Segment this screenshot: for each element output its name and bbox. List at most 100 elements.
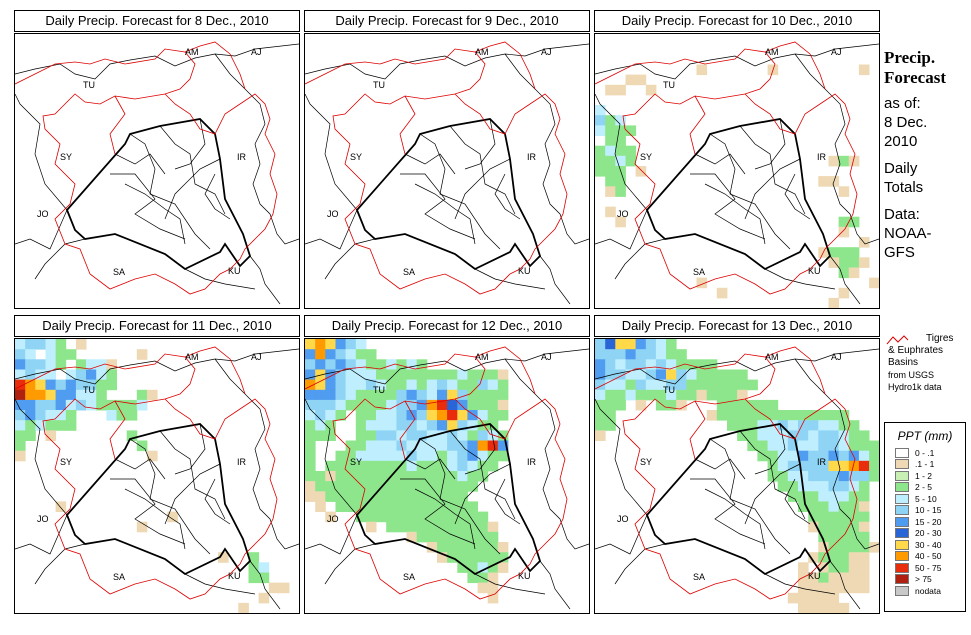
precip-cell	[416, 511, 428, 523]
precip-cell	[345, 399, 357, 411]
precip-cell	[605, 359, 616, 370]
precip-cell	[467, 501, 478, 512]
legend-swatch	[895, 539, 909, 550]
basin-legend-line-5: Hydro1k data	[888, 382, 942, 392]
precip-cell	[426, 379, 438, 391]
precip-cell	[457, 562, 468, 573]
legend-label: 5 - 10	[915, 493, 937, 504]
precip-cell	[467, 379, 478, 391]
precip-cell	[869, 471, 879, 482]
as-of-label: as of:	[884, 95, 921, 112]
precip-cell	[757, 410, 768, 421]
precip-cell	[757, 450, 768, 462]
precip-cell	[218, 552, 229, 563]
basin-line	[305, 353, 536, 600]
precip-cell	[808, 430, 819, 441]
precip-cell	[25, 359, 36, 370]
precip-cell	[437, 501, 448, 512]
precip-cell	[605, 379, 616, 391]
boundary-line	[829, 255, 861, 305]
precip-cell	[35, 399, 46, 411]
precip-cell	[315, 491, 326, 502]
precip-cell	[808, 471, 819, 482]
precip-cell	[25, 349, 36, 360]
precip-cell	[15, 399, 26, 411]
basin-boundaries	[15, 346, 278, 600]
precip-cell	[365, 410, 377, 421]
precip-cell	[386, 460, 397, 472]
precip-cell	[386, 491, 397, 502]
precip-cell	[818, 501, 829, 512]
precip-cell	[737, 420, 748, 431]
country-label: SY	[350, 152, 362, 162]
precip-cell	[116, 399, 128, 411]
map-svg: AM AJ TU SY IR JO SA KU	[595, 41, 879, 308]
precip-cell	[325, 339, 336, 350]
precip-cell	[416, 379, 428, 391]
precip-cell	[106, 379, 117, 391]
legend-label: 20 - 30	[915, 528, 942, 539]
precip-cell	[477, 410, 489, 421]
precip-cell	[838, 257, 850, 268]
precip-cell	[625, 369, 637, 381]
boundary-line	[34, 543, 86, 585]
precip-cell	[605, 155, 616, 167]
precip-cell	[787, 450, 799, 462]
precip-cell	[595, 410, 606, 421]
precip-cell	[615, 379, 626, 391]
precip-cell	[15, 450, 26, 462]
precip-cell	[605, 410, 616, 421]
precip-cell	[798, 440, 809, 452]
precip-cell	[365, 501, 377, 512]
boundary-line	[454, 463, 511, 525]
precip-cell	[838, 430, 850, 441]
precip-cell	[365, 521, 377, 533]
precip-cell	[787, 491, 799, 502]
precip-cell	[798, 582, 809, 594]
basin-line	[109, 95, 126, 155]
precip-cell	[848, 501, 860, 512]
precip-cell	[25, 399, 36, 411]
precip-cell	[858, 440, 870, 452]
boundary-line	[404, 153, 456, 175]
precip-cell	[355, 471, 367, 482]
precip-cell	[676, 399, 687, 411]
panel-title: Daily Precip. Forecast for 12 Dec., 2010	[304, 315, 590, 337]
basin-legend-line-1: Tigres	[926, 333, 954, 344]
precip-cell	[818, 602, 829, 613]
precip-cell	[477, 542, 489, 553]
precip-cell	[447, 491, 458, 502]
precip-cell	[335, 481, 347, 492]
precip-cell	[325, 369, 336, 381]
precip-cell	[848, 247, 860, 258]
country-label: KU	[228, 266, 241, 276]
precip-cell	[828, 155, 840, 167]
country-label: SA	[693, 267, 705, 277]
basin-line	[109, 400, 126, 460]
precip-cell	[406, 501, 418, 512]
precip-cell	[457, 511, 468, 523]
precip-cell	[345, 349, 357, 360]
precip-cell	[258, 562, 270, 573]
precip-cell	[96, 389, 107, 401]
legend-swatch	[895, 528, 909, 539]
precip-cell	[787, 471, 799, 482]
precip-grid	[595, 64, 879, 308]
precip-cell	[818, 592, 829, 604]
boundary-line	[784, 173, 811, 220]
precip-cell	[55, 379, 67, 391]
precip-cell	[818, 531, 829, 543]
precip-cell	[477, 389, 489, 401]
precip-cell	[727, 399, 738, 411]
precip-cell	[858, 572, 870, 584]
precip-cell	[848, 155, 860, 167]
boundary-line	[305, 93, 358, 211]
precip-cell	[477, 460, 489, 472]
precip-cell	[386, 450, 397, 462]
precip-cell	[767, 460, 779, 472]
precip-cell	[595, 389, 606, 401]
precip-cell	[75, 339, 87, 350]
boundary-line	[15, 514, 68, 555]
precip-cell	[497, 389, 509, 401]
precip-cell	[136, 521, 148, 533]
